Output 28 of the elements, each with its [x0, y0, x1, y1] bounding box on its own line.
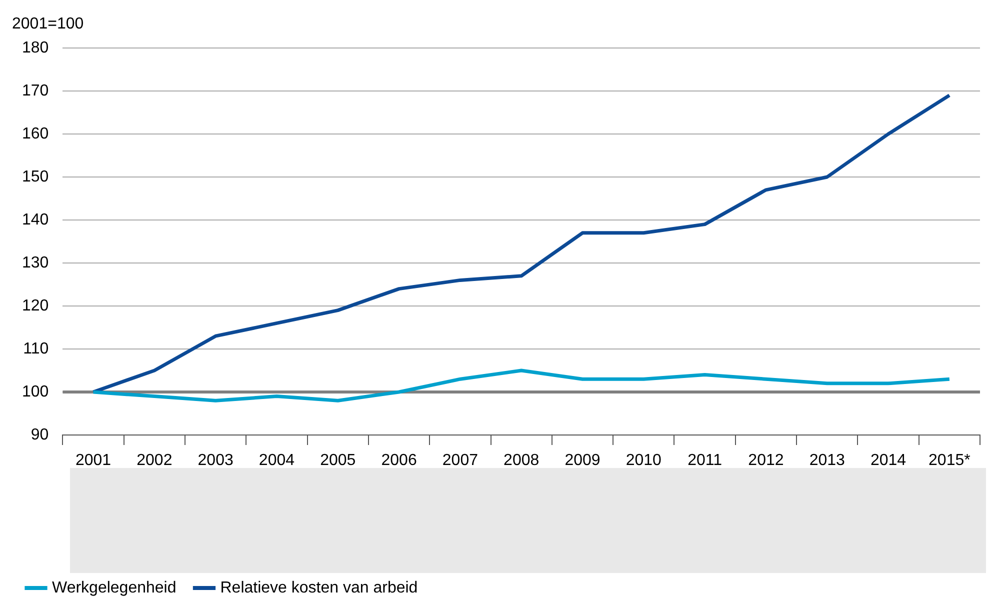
y-axis-title: 2001=100: [12, 15, 84, 32]
x-tick-label: 2008: [504, 452, 540, 470]
x-tick-label: 2006: [381, 452, 417, 470]
x-tick-label: 2015*: [928, 452, 970, 470]
x-tick-label: 2004: [258, 452, 295, 470]
y-tick-label: 130: [22, 254, 49, 272]
y-tick-label: 140: [22, 211, 49, 228]
y-tick-label: 110: [23, 340, 49, 358]
legend-label: Werkgelegenheid: [52, 579, 176, 596]
x-tick-label: 2002: [136, 452, 172, 470]
x-tick-label: 2005: [320, 452, 356, 470]
y-tick-label: 180: [22, 39, 49, 56]
x-tick-label: 2012: [748, 452, 784, 470]
y-tick-label: 160: [22, 125, 49, 142]
y-tick-label: 170: [22, 82, 49, 100]
y-tick-label: 150: [22, 168, 49, 186]
y-tick-label: 100: [22, 383, 49, 400]
y-tick-label: 90: [30, 426, 49, 444]
x-tick-label: 2001: [75, 452, 112, 470]
x-tick-label: 2010: [626, 452, 662, 470]
x-tick-label: 2007: [442, 452, 478, 470]
x-tick-label: 2003: [198, 452, 234, 470]
y-tick-label: 120: [22, 297, 49, 314]
legend-label: Relatieve kosten van arbeid: [220, 579, 418, 596]
x-tick-label: 2013: [809, 452, 846, 470]
x-tick-label: 2014: [870, 452, 906, 470]
x-tick-label: 2011: [688, 452, 722, 470]
x-tick-label: 2009: [564, 452, 600, 470]
